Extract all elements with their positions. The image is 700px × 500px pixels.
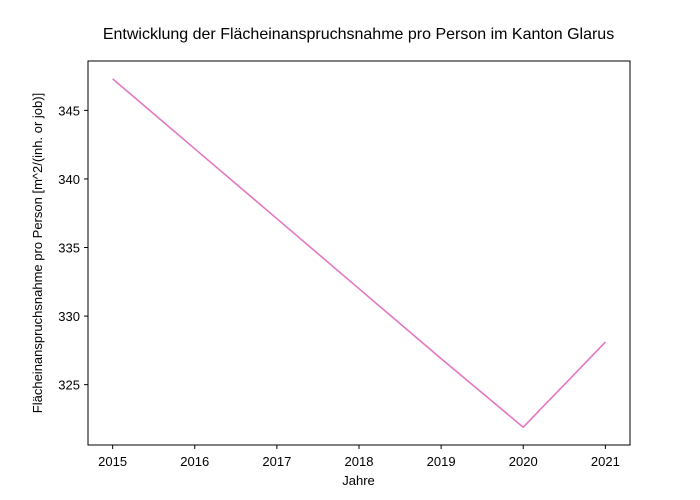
plot-area: [87, 60, 631, 446]
x-tick-label: 2019: [427, 454, 456, 469]
x-axis: 2015 2016 2017 2018 2019 2020 2021: [98, 445, 620, 469]
y-axis: 325 330 335 340 345: [58, 103, 88, 393]
series-line: [112, 78, 606, 429]
x-axis-label: Jahre: [342, 473, 375, 488]
x-tick-label: 2020: [509, 454, 538, 469]
x-tick-label: 2017: [262, 454, 291, 469]
y-tick-label: 325: [58, 378, 80, 393]
x-tick-label: 2018: [345, 454, 374, 469]
y-tick-label: 335: [58, 241, 80, 256]
series-layer: [112, 78, 606, 429]
chart-title: Entwicklung der Flächeinanspruchsnahme p…: [103, 26, 614, 43]
y-tick-label: 340: [58, 172, 80, 187]
y-tick-label: 345: [58, 103, 80, 118]
x-tick-label: 2016: [180, 454, 209, 469]
x-tick-label: 2021: [591, 454, 620, 469]
x-tick-label: 2015: [98, 454, 127, 469]
y-axis-label: Flächeinanspruchsnahme pro Person [m^2/(…: [30, 93, 45, 413]
y-tick-label: 330: [58, 309, 80, 324]
